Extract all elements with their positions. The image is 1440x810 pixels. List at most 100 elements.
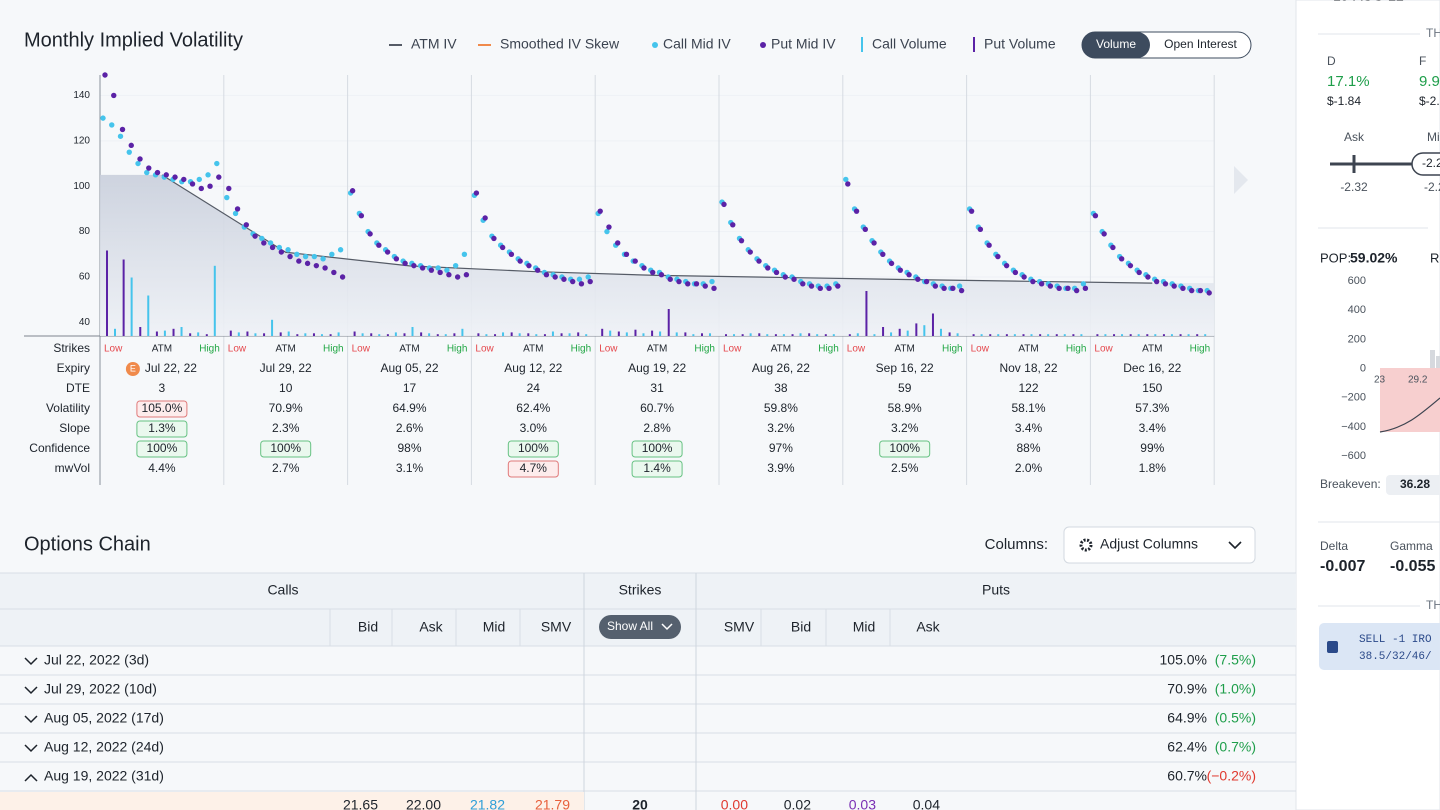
- column-header: Bid: [791, 619, 811, 635]
- put-iv-dot: [534, 267, 541, 273]
- expiry-row-label[interactable]: Jul 22, 2022 (3d): [44, 652, 149, 668]
- row-label: Confidence: [29, 441, 90, 455]
- cell-slope: 1.3%: [148, 421, 176, 435]
- expiry-row-label[interactable]: Aug 12, 2022 (24d): [44, 739, 164, 755]
- volume-bar: [543, 334, 546, 336]
- put-iv-dot: [650, 269, 656, 276]
- strike-high: High: [942, 344, 963, 355]
- slider-handle-value: -2.2: [1422, 156, 1440, 170]
- strike-low: Low: [352, 344, 371, 355]
- cell-mwvol: 1.8%: [1139, 461, 1167, 475]
- put-iv-dot: [1127, 262, 1134, 269]
- toggle-selected: [1082, 32, 1150, 58]
- toggle-option[interactable]: Open Interest: [1164, 37, 1237, 51]
- volume-bar: [1013, 334, 1016, 336]
- put-iv-dot: [941, 285, 947, 292]
- column-header: SMV: [541, 619, 572, 635]
- row-label: Expiry: [57, 361, 90, 375]
- order-line: 38.5/32/46/: [1359, 651, 1432, 663]
- put-iv-dot: [1012, 269, 1019, 276]
- put-iv-dot: [446, 272, 452, 278]
- row-label: Volatility: [46, 401, 90, 415]
- volume-bar: [106, 250, 108, 336]
- dropdown-chevron: [1228, 541, 1242, 550]
- adjust-columns-button[interactable]: [1063, 526, 1256, 564]
- call-iv-dot: [109, 122, 115, 128]
- volume-bar: [1113, 334, 1116, 336]
- volume-bar: [939, 328, 942, 336]
- put-iv-dot: [393, 256, 400, 262]
- put-iv-dot: [800, 281, 806, 287]
- volume-bar: [873, 334, 876, 336]
- put-iv-dot: [1153, 278, 1160, 285]
- expand-chevron[interactable]: [24, 744, 38, 753]
- put-iv-dot: [482, 215, 488, 221]
- cell-mwvol: 2.0%: [1015, 461, 1043, 475]
- slider-value: -2.32: [1340, 180, 1368, 194]
- payoff-tick: 600: [1348, 275, 1366, 287]
- put-iv-dot: [269, 244, 276, 251]
- put-iv-dot: [977, 226, 984, 233]
- put-iv-dot: [738, 237, 745, 244]
- expand-chevron[interactable]: [24, 657, 38, 666]
- volume-bar: [411, 327, 414, 336]
- put-iv-dot: [1197, 287, 1204, 294]
- put-iv-dot: [376, 242, 382, 248]
- volume-bar: [436, 334, 439, 336]
- gear-icon: [1079, 538, 1093, 552]
- cell-highlight: [136, 420, 188, 438]
- volume-bar: [263, 333, 266, 336]
- put-iv-dot: [1180, 285, 1186, 292]
- legend-bar: [973, 37, 975, 52]
- show-all-button[interactable]: [599, 615, 681, 639]
- expand-chevron[interactable]: [24, 773, 38, 782]
- put-iv-dot: [817, 285, 823, 292]
- put-iv-dot: [641, 265, 647, 271]
- put-iv-dot: [676, 278, 682, 285]
- cell-highlight: [260, 440, 312, 458]
- cell-highlight: [631, 440, 683, 458]
- expand-chevron[interactable]: [24, 715, 38, 724]
- volume-bar: [1039, 334, 1042, 336]
- call-iv-dot: [461, 251, 468, 257]
- put-iv-dot: [1073, 287, 1080, 294]
- breakeven-label: Breakeven:: [1320, 477, 1381, 491]
- cell-expiry: Dec 16, 22: [1123, 361, 1181, 375]
- expiry-row-label[interactable]: Aug 19, 2022 (31d): [44, 768, 164, 784]
- strike-high: High: [818, 344, 839, 355]
- put-iv-dot: [826, 285, 832, 292]
- volume-bar: [585, 334, 588, 336]
- put-iv-dot: [111, 92, 117, 99]
- cell-volatility: 57.3%: [1135, 401, 1169, 415]
- cell-mwvol: 3.9%: [767, 461, 795, 475]
- slider-handle[interactable]: [1411, 152, 1440, 176]
- expiry-row-label[interactable]: Aug 05, 2022 (17d): [44, 710, 164, 726]
- volume-bar: [420, 332, 423, 336]
- expand-chevron[interactable]: [24, 686, 38, 695]
- volume-bar: [189, 333, 192, 336]
- toggle-option[interactable]: Volume: [1096, 37, 1136, 51]
- greek-value: -0.007: [1320, 558, 1365, 575]
- row-iv: 70.9%: [1167, 681, 1207, 697]
- call-cell: 21.79: [535, 797, 570, 810]
- adjust-columns-label[interactable]: Adjust Columns: [1100, 536, 1198, 552]
- cell-highlight: [879, 440, 931, 458]
- volume-bar: [353, 331, 356, 336]
- put-iv-dot: [995, 253, 1001, 260]
- volume-bar: [1137, 334, 1140, 336]
- volume-bar: [560, 333, 563, 336]
- call-iv-dot: [320, 256, 326, 262]
- call-iv-dot: [843, 176, 849, 183]
- cell-slope: 3.4%: [1139, 421, 1167, 435]
- expiry-row-label[interactable]: Jul 29, 2022 (10d): [44, 681, 157, 697]
- call-iv-dot: [144, 169, 150, 176]
- volume-bar: [816, 334, 819, 336]
- volume-bar: [625, 332, 628, 336]
- cell-expiry: Sep 16, 22: [876, 361, 934, 375]
- put-iv-dot: [747, 249, 753, 255]
- call-iv-dot: [267, 240, 274, 246]
- put-iv-dot: [667, 276, 673, 282]
- atm-line: [161, 174, 1153, 284]
- show-all-label[interactable]: Show All: [607, 619, 653, 633]
- put-iv-dot: [102, 72, 108, 78]
